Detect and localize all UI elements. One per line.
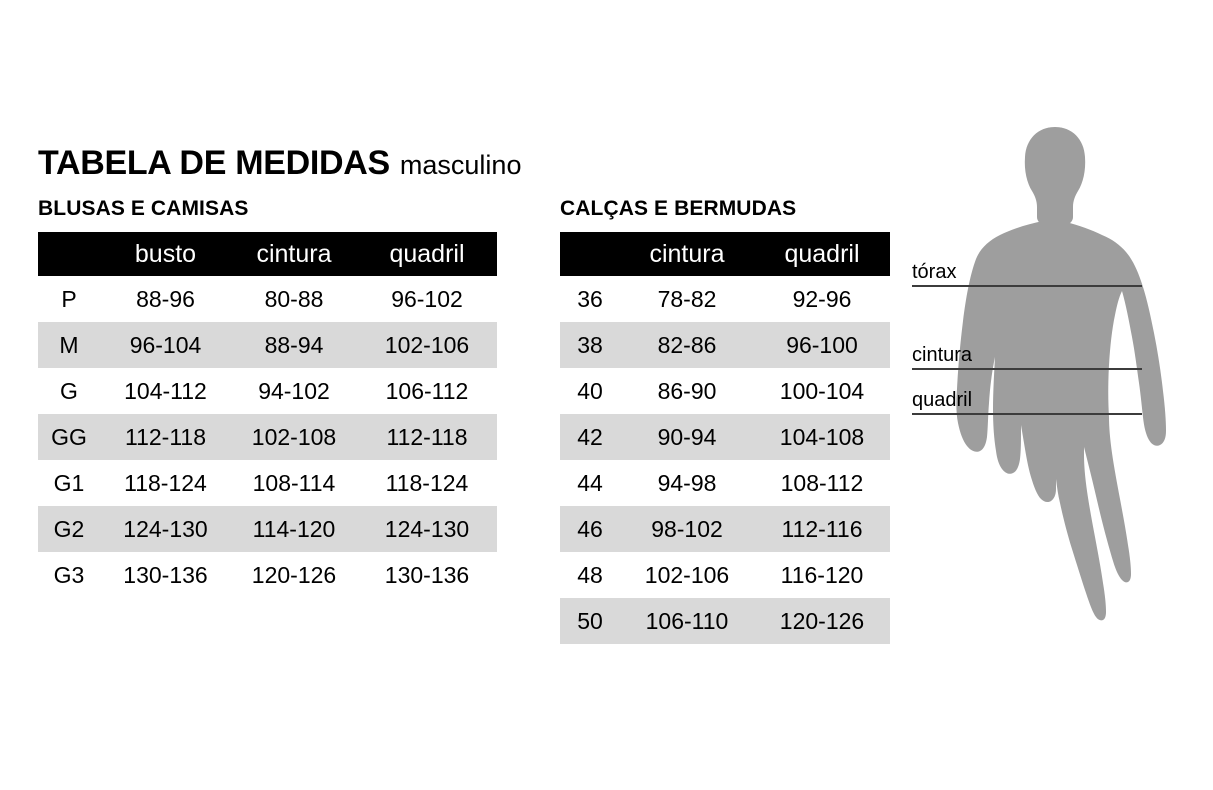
table-row: 36 78-82 92-96 [560,276,890,322]
table-row: G 104-112 94-102 106-112 [38,368,497,414]
column-header-quadril: quadril [357,232,497,276]
cell-size: 40 [560,368,620,414]
cell-cintura: 114-120 [231,506,357,552]
cell-size: 44 [560,460,620,506]
page-title: TABELA DE MEDIDAS masculino [38,146,521,180]
cell-quadril: 116-120 [754,552,890,598]
column-header-quadril: quadril [754,232,890,276]
cell-size: M [38,322,100,368]
cell-quadril: 124-130 [357,506,497,552]
cell-cintura: 94-98 [620,460,754,506]
cell-size: 38 [560,322,620,368]
cell-busto: 112-118 [100,414,231,460]
table-blusas-e-camisas: busto cintura quadril P 88-96 80-88 96-1… [38,232,497,598]
cell-size: G3 [38,552,100,598]
table-row: GG 112-118 102-108 112-118 [38,414,497,460]
page-title-strong: TABELA DE MEDIDAS [38,144,390,182]
cell-size: G [38,368,100,414]
cell-quadril: 120-126 [754,598,890,644]
measure-line-torax [912,285,1142,287]
table-row: M 96-104 88-94 102-106 [38,322,497,368]
page-title-light: masculino [399,150,522,180]
cell-busto: 124-130 [100,506,231,552]
cell-quadril: 92-96 [754,276,890,322]
cell-quadril: 96-102 [357,276,497,322]
cell-size: 46 [560,506,620,552]
table-row: G2 124-130 114-120 124-130 [38,506,497,552]
cell-cintura: 106-110 [620,598,754,644]
cell-size: 48 [560,552,620,598]
cell-cintura: 120-126 [231,552,357,598]
table-row: G1 118-124 108-114 118-124 [38,460,497,506]
cell-size: P [38,276,100,322]
measure-label-cintura: cintura [912,344,973,366]
section-title-calcas: CALÇAS E BERMUDAS [560,197,797,220]
table-row: 46 98-102 112-116 [560,506,890,552]
cell-size: GG [38,414,100,460]
table-row: 42 90-94 104-108 [560,414,890,460]
table-row: 44 94-98 108-112 [560,460,890,506]
cell-cintura: 90-94 [620,414,754,460]
cell-cintura: 108-114 [231,460,357,506]
table-row: 48 102-106 116-120 [560,552,890,598]
table-row: 40 86-90 100-104 [560,368,890,414]
cell-quadril: 108-112 [754,460,890,506]
cell-cintura: 102-106 [620,552,754,598]
table-header-row: cintura quadril [560,232,890,276]
male-body-silhouette-icon [956,127,1166,621]
column-header-size [38,232,100,276]
column-header-busto: busto [100,232,231,276]
cell-busto: 118-124 [100,460,231,506]
column-header-cintura: cintura [231,232,357,276]
cell-cintura: 88-94 [231,322,357,368]
cell-size: G2 [38,506,100,552]
cell-cintura: 82-86 [620,322,754,368]
cell-quadril: 130-136 [357,552,497,598]
cell-cintura: 78-82 [620,276,754,322]
cell-size: 36 [560,276,620,322]
cell-cintura: 86-90 [620,368,754,414]
measure-line-cintura [912,368,1142,370]
table-row: P 88-96 80-88 96-102 [38,276,497,322]
cell-cintura: 94-102 [231,368,357,414]
cell-busto: 96-104 [100,322,231,368]
cell-size: 42 [560,414,620,460]
table-header-row: busto cintura quadril [38,232,497,276]
table-calcas-e-bermudas: cintura quadril 36 78-82 92-96 38 82-86 … [560,232,890,644]
cell-quadril: 106-112 [357,368,497,414]
cell-quadril: 100-104 [754,368,890,414]
cell-cintura: 80-88 [231,276,357,322]
cell-quadril: 112-116 [754,506,890,552]
cell-quadril: 118-124 [357,460,497,506]
table-row: 50 106-110 120-126 [560,598,890,644]
cell-quadril: 112-118 [357,414,497,460]
cell-busto: 88-96 [100,276,231,322]
cell-quadril: 104-108 [754,414,890,460]
table-row: 38 82-86 96-100 [560,322,890,368]
section-title-blusas: BLUSAS E CAMISAS [38,197,249,220]
column-header-size [560,232,620,276]
cell-cintura: 102-108 [231,414,357,460]
cell-size: 50 [560,598,620,644]
body-figure [900,125,1200,655]
cell-cintura: 98-102 [620,506,754,552]
table-row: G3 130-136 120-126 130-136 [38,552,497,598]
cell-quadril: 102-106 [357,322,497,368]
cell-busto: 104-112 [100,368,231,414]
cell-quadril: 96-100 [754,322,890,368]
column-header-cintura: cintura [620,232,754,276]
cell-size: G1 [38,460,100,506]
measure-label-quadril: quadril [912,389,973,411]
measure-line-quadril [912,413,1142,415]
cell-busto: 130-136 [100,552,231,598]
measure-label-torax: tórax [912,261,957,283]
